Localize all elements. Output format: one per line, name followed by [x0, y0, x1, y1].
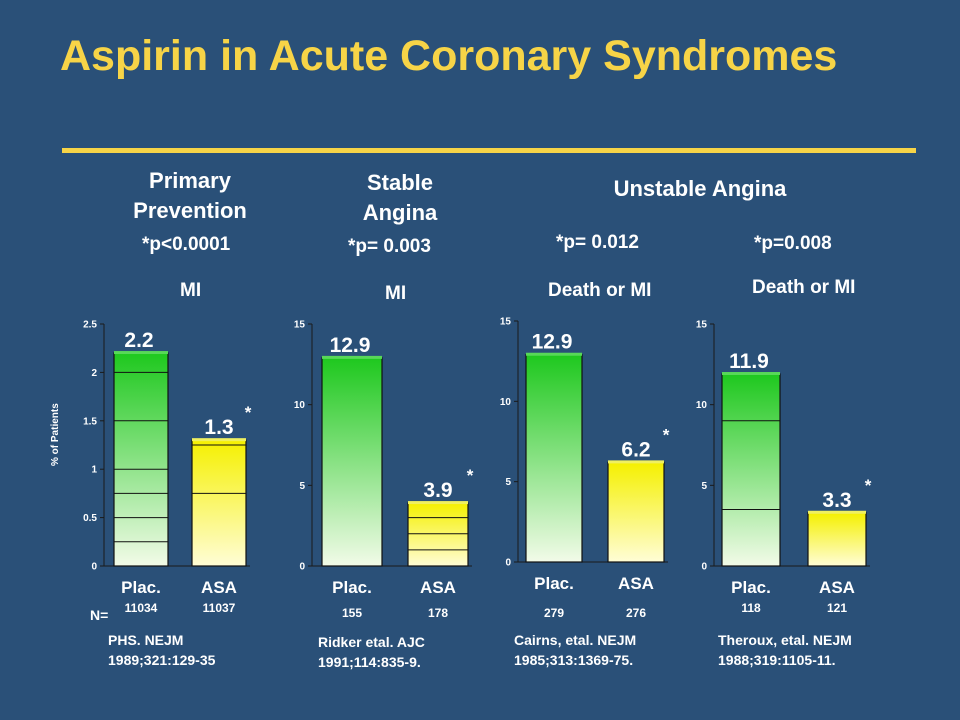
value-label: 12.9	[330, 334, 371, 357]
y-tick-label: 0	[91, 562, 97, 573]
y-tick-label: 10	[294, 400, 306, 411]
n-value: 121	[827, 601, 847, 615]
n-value: 178	[428, 606, 448, 620]
reference-ridker: Ridker etal. AJC 1991;114:835-9.	[318, 634, 425, 670]
y-tick-label: 10	[500, 397, 512, 408]
pvalue-cairns: *p= 0.012	[556, 232, 639, 253]
y-tick-label: 0	[505, 558, 511, 569]
pvalue-theroux: *p=0.008	[754, 233, 832, 254]
n-value: 11037	[203, 601, 236, 615]
value-label: 3.9	[423, 479, 452, 502]
y-tick-label: 0.5	[83, 513, 97, 524]
bar-top-highlight	[322, 355, 382, 359]
y-tick-label: 5	[701, 481, 707, 492]
y-tick-label: 5	[299, 481, 305, 492]
reference-phs: PHS. NEJM 1989;321:129-35	[108, 632, 216, 668]
y-tick-label: 1	[91, 465, 97, 476]
reference-cairns: Cairns, etal. NEJM 1985;313:1369-75.	[514, 632, 637, 668]
reference-theroux: Theroux, etal. NEJM 1988;319:1105-11.	[718, 632, 852, 668]
aspirin-bar	[807, 512, 867, 567]
category-label: Plac.	[332, 578, 372, 597]
placebo-bar	[321, 357, 383, 567]
bar-top-highlight	[722, 372, 780, 376]
endpoint-cairns: Death or MI	[548, 280, 652, 301]
category-label: ASA	[819, 578, 855, 597]
category-label: ASA	[201, 578, 237, 597]
y-tick-label: 5	[505, 477, 511, 488]
category-label: Plac.	[534, 574, 574, 593]
slide-title: Aspirin in Acute Coronary Syndromes	[60, 32, 838, 80]
bar-top-highlight	[192, 438, 246, 442]
category-label: Plac.	[731, 578, 771, 597]
endpoint-ridker: MI	[385, 283, 407, 304]
y-tick-label: 0	[299, 562, 305, 573]
heading-primary-prevention: Primary Prevention	[133, 168, 247, 223]
value-label: 1.3	[204, 416, 233, 439]
y-tick-label: 15	[294, 320, 306, 331]
placebo-bar	[721, 373, 781, 567]
y-tick-label: 1.5	[83, 416, 97, 427]
placebo-bar	[525, 354, 583, 563]
pvalue-ridker: *p= 0.003	[348, 236, 431, 257]
title-rule	[62, 148, 916, 153]
n-label: N=	[90, 607, 109, 623]
category-label: Plac.	[121, 578, 161, 597]
aspirin-bar	[407, 502, 469, 567]
n-value: 155	[342, 606, 362, 620]
value-label: 11.9	[729, 350, 769, 373]
bar-top-highlight	[526, 352, 582, 356]
aspirin-bar	[607, 461, 665, 563]
y-tick-label: 10	[696, 400, 708, 411]
y-tick-label: 2.5	[83, 320, 97, 331]
endpoint-theroux: Death or MI	[752, 277, 856, 298]
aspirin-bar	[191, 439, 247, 567]
bar-top-highlight	[608, 460, 664, 464]
n-value: 279	[544, 606, 564, 620]
significance-asterisk: *	[467, 466, 474, 485]
n-value: 118	[741, 601, 761, 615]
y-tick-label: 15	[696, 320, 708, 331]
value-label: 3.3	[822, 489, 851, 512]
n-value: 276	[626, 606, 646, 620]
category-label: ASA	[618, 574, 654, 593]
bar-top-highlight	[808, 510, 866, 514]
heading-unstable-angina: Unstable Angina	[613, 176, 787, 201]
y-tick-label: 15	[500, 317, 512, 328]
pvalue-phs: *p<0.0001	[142, 234, 231, 255]
placebo-bar	[113, 352, 169, 567]
bar-top-highlight	[114, 351, 168, 355]
value-label: 2.2	[124, 329, 153, 352]
heading-stable-angina: Stable Angina	[362, 170, 438, 225]
value-label: 6.2	[621, 438, 650, 461]
category-label: ASA	[420, 578, 456, 597]
endpoint-phs: MI	[180, 280, 202, 301]
y-tick-label: 0	[701, 562, 707, 573]
value-label: 12.9	[532, 331, 573, 354]
bar-top-highlight	[408, 501, 468, 505]
significance-asterisk: *	[245, 403, 252, 422]
y-tick-label: 2	[91, 368, 97, 379]
significance-asterisk: *	[865, 476, 872, 495]
significance-asterisk: *	[663, 425, 670, 444]
n-value: 11034	[125, 601, 158, 615]
